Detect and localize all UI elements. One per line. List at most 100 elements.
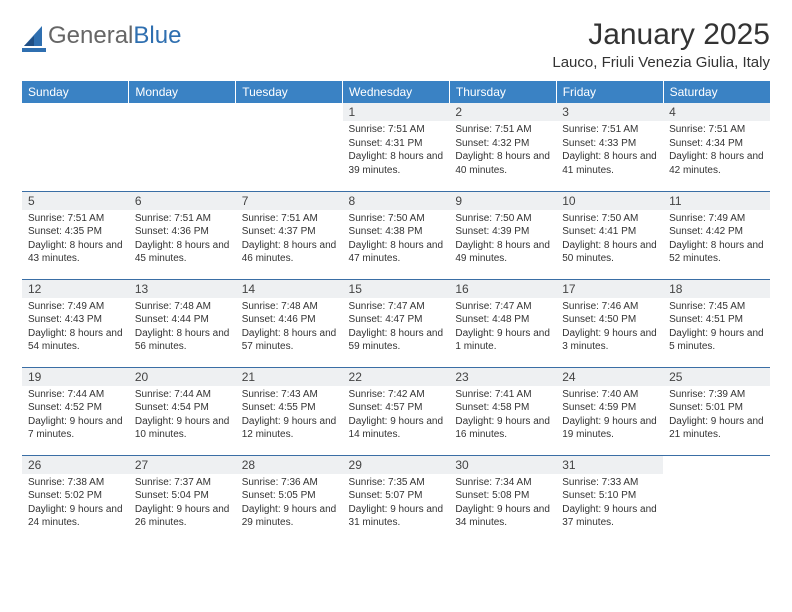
sunset-line: Sunset: 4:57 PM: [349, 401, 444, 415]
daylight-line: Daylight: 9 hours and 31 minutes.: [349, 503, 444, 530]
sunset-line: Sunset: 5:05 PM: [242, 489, 337, 503]
calendar-cell: 23Sunrise: 7:41 AMSunset: 4:58 PMDayligh…: [449, 367, 556, 455]
day-content: Sunrise: 7:34 AMSunset: 5:08 PMDaylight:…: [449, 474, 556, 534]
daylight-line: Daylight: 9 hours and 21 minutes.: [669, 415, 764, 442]
day-content: Sunrise: 7:49 AMSunset: 4:42 PMDaylight:…: [663, 210, 770, 270]
sunset-line: Sunset: 4:41 PM: [562, 225, 657, 239]
calendar-row: 12Sunrise: 7:49 AMSunset: 4:43 PMDayligh…: [22, 279, 770, 367]
day-content: Sunrise: 7:51 AMSunset: 4:34 PMDaylight:…: [663, 121, 770, 181]
calendar-cell: 9Sunrise: 7:50 AMSunset: 4:39 PMDaylight…: [449, 191, 556, 279]
day-number: 24: [556, 368, 663, 386]
day-content: Sunrise: 7:44 AMSunset: 4:54 PMDaylight:…: [129, 386, 236, 446]
weekday-sunday: Sunday: [22, 81, 129, 103]
sunrise-line: Sunrise: 7:46 AM: [562, 300, 657, 314]
sunset-line: Sunset: 4:59 PM: [562, 401, 657, 415]
location: Lauco, Friuli Venezia Giulia, Italy: [552, 54, 770, 71]
day-content: Sunrise: 7:50 AMSunset: 4:41 PMDaylight:…: [556, 210, 663, 270]
sunset-line: Sunset: 4:47 PM: [349, 313, 444, 327]
day-content: Sunrise: 7:49 AMSunset: 4:43 PMDaylight:…: [22, 298, 129, 358]
title-block: January 2025 Lauco, Friuli Venezia Giuli…: [552, 18, 770, 71]
day-number: 21: [236, 368, 343, 386]
day-number: 20: [129, 368, 236, 386]
day-number: 10: [556, 192, 663, 210]
day-content: Sunrise: 7:50 AMSunset: 4:39 PMDaylight:…: [449, 210, 556, 270]
day-content: Sunrise: 7:36 AMSunset: 5:05 PMDaylight:…: [236, 474, 343, 534]
daylight-line: Daylight: 9 hours and 10 minutes.: [135, 415, 230, 442]
weekday-saturday: Saturday: [663, 81, 770, 103]
sunrise-line: Sunrise: 7:39 AM: [669, 388, 764, 402]
sunset-line: Sunset: 4:51 PM: [669, 313, 764, 327]
calendar-cell: 18Sunrise: 7:45 AMSunset: 4:51 PMDayligh…: [663, 279, 770, 367]
day-number: 8: [343, 192, 450, 210]
sunrise-line: Sunrise: 7:44 AM: [28, 388, 123, 402]
weekday-friday: Friday: [556, 81, 663, 103]
sunset-line: Sunset: 4:33 PM: [562, 137, 657, 151]
sunset-line: Sunset: 4:35 PM: [28, 225, 123, 239]
daylight-line: Daylight: 9 hours and 12 minutes.: [242, 415, 337, 442]
daylight-line: Daylight: 8 hours and 56 minutes.: [135, 327, 230, 354]
day-number: 23: [449, 368, 556, 386]
sunrise-line: Sunrise: 7:45 AM: [669, 300, 764, 314]
calendar-cell: 15Sunrise: 7:47 AMSunset: 4:47 PMDayligh…: [343, 279, 450, 367]
weekday-thursday: Thursday: [449, 81, 556, 103]
sunset-line: Sunset: 5:07 PM: [349, 489, 444, 503]
calendar-cell: 17Sunrise: 7:46 AMSunset: 4:50 PMDayligh…: [556, 279, 663, 367]
day-content: Sunrise: 7:35 AMSunset: 5:07 PMDaylight:…: [343, 474, 450, 534]
logo-part1: General: [48, 22, 133, 49]
calendar-cell: 26Sunrise: 7:38 AMSunset: 5:02 PMDayligh…: [22, 455, 129, 543]
day-number: 4: [663, 103, 770, 121]
logo-part2: Blue: [133, 22, 181, 49]
sunrise-line: Sunrise: 7:51 AM: [349, 123, 444, 137]
calendar-cell: 8Sunrise: 7:50 AMSunset: 4:38 PMDaylight…: [343, 191, 450, 279]
daylight-line: Daylight: 8 hours and 49 minutes.: [455, 239, 550, 266]
sunset-line: Sunset: 4:36 PM: [135, 225, 230, 239]
daylight-line: Daylight: 9 hours and 1 minute.: [455, 327, 550, 354]
daylight-line: Daylight: 9 hours and 26 minutes.: [135, 503, 230, 530]
day-number: 3: [556, 103, 663, 121]
sunrise-line: Sunrise: 7:48 AM: [242, 300, 337, 314]
day-content: Sunrise: 7:51 AMSunset: 4:31 PMDaylight:…: [343, 121, 450, 181]
day-content: Sunrise: 7:40 AMSunset: 4:59 PMDaylight:…: [556, 386, 663, 446]
day-content: Sunrise: 7:51 AMSunset: 4:33 PMDaylight:…: [556, 121, 663, 181]
calendar-cell: 5Sunrise: 7:51 AMSunset: 4:35 PMDaylight…: [22, 191, 129, 279]
sunrise-line: Sunrise: 7:49 AM: [28, 300, 123, 314]
daylight-line: Daylight: 8 hours and 39 minutes.: [349, 150, 444, 177]
day-content: Sunrise: 7:47 AMSunset: 4:48 PMDaylight:…: [449, 298, 556, 358]
day-content: Sunrise: 7:46 AMSunset: 4:50 PMDaylight:…: [556, 298, 663, 358]
daylight-line: Daylight: 9 hours and 16 minutes.: [455, 415, 550, 442]
sunset-line: Sunset: 4:31 PM: [349, 137, 444, 151]
calendar-cell: [22, 103, 129, 191]
calendar-cell: 14Sunrise: 7:48 AMSunset: 4:46 PMDayligh…: [236, 279, 343, 367]
logo-sail-icon: [22, 24, 46, 59]
sunrise-line: Sunrise: 7:51 AM: [28, 212, 123, 226]
daylight-line: Daylight: 8 hours and 46 minutes.: [242, 239, 337, 266]
logo: GeneralBlue: [22, 18, 181, 59]
calendar-cell: 21Sunrise: 7:43 AMSunset: 4:55 PMDayligh…: [236, 367, 343, 455]
day-number: 18: [663, 280, 770, 298]
sunrise-line: Sunrise: 7:44 AM: [135, 388, 230, 402]
daylight-line: Daylight: 9 hours and 19 minutes.: [562, 415, 657, 442]
day-content: Sunrise: 7:38 AMSunset: 5:02 PMDaylight:…: [22, 474, 129, 534]
sunrise-line: Sunrise: 7:48 AM: [135, 300, 230, 314]
daylight-line: Daylight: 9 hours and 34 minutes.: [455, 503, 550, 530]
sunset-line: Sunset: 4:42 PM: [669, 225, 764, 239]
day-number: 13: [129, 280, 236, 298]
sunset-line: Sunset: 4:37 PM: [242, 225, 337, 239]
calendar-body: 1Sunrise: 7:51 AMSunset: 4:31 PMDaylight…: [22, 103, 770, 543]
day-number: 7: [236, 192, 343, 210]
calendar-cell: 7Sunrise: 7:51 AMSunset: 4:37 PMDaylight…: [236, 191, 343, 279]
calendar-cell: 2Sunrise: 7:51 AMSunset: 4:32 PMDaylight…: [449, 103, 556, 191]
daylight-line: Daylight: 9 hours and 3 minutes.: [562, 327, 657, 354]
day-number: 22: [343, 368, 450, 386]
daylight-line: Daylight: 8 hours and 57 minutes.: [242, 327, 337, 354]
calendar-cell: 3Sunrise: 7:51 AMSunset: 4:33 PMDaylight…: [556, 103, 663, 191]
calendar-row: 1Sunrise: 7:51 AMSunset: 4:31 PMDaylight…: [22, 103, 770, 191]
day-number: 2: [449, 103, 556, 121]
sunrise-line: Sunrise: 7:47 AM: [349, 300, 444, 314]
sunrise-line: Sunrise: 7:38 AM: [28, 476, 123, 490]
sunset-line: Sunset: 4:34 PM: [669, 137, 764, 151]
day-content: Sunrise: 7:48 AMSunset: 4:46 PMDaylight:…: [236, 298, 343, 358]
day-number: 9: [449, 192, 556, 210]
daylight-line: Daylight: 8 hours and 43 minutes.: [28, 239, 123, 266]
sunrise-line: Sunrise: 7:35 AM: [349, 476, 444, 490]
